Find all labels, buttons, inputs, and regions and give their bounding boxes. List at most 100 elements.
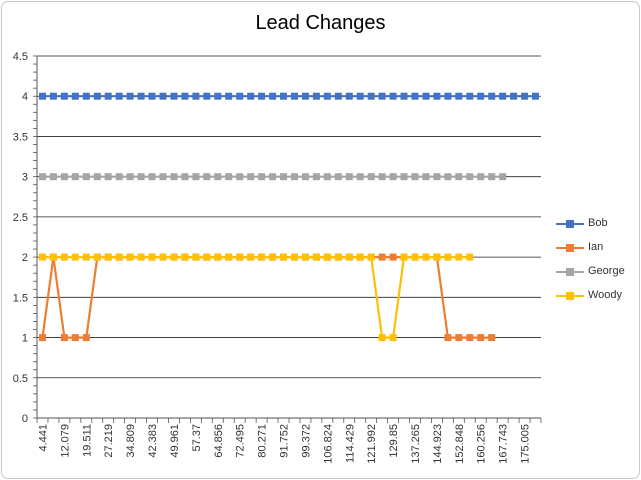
george-marker xyxy=(181,173,189,181)
x-tick-label: 121.992 xyxy=(366,424,378,464)
bob-marker xyxy=(521,92,529,100)
woody-marker xyxy=(93,253,101,261)
woody-marker xyxy=(291,253,298,261)
x-tick-label: 175.005 xyxy=(520,424,532,464)
woody-marker xyxy=(104,253,112,261)
george-marker xyxy=(280,173,287,181)
george-marker xyxy=(148,173,156,181)
bob-marker xyxy=(71,92,79,100)
x-tick-label: 167.743 xyxy=(498,424,510,464)
ian-marker xyxy=(455,334,463,342)
george-marker xyxy=(422,173,430,181)
bob-marker xyxy=(466,92,474,100)
legend-label: Woody xyxy=(588,289,623,301)
series-george xyxy=(39,173,507,181)
george-marker xyxy=(444,173,452,181)
legend-item-bob: Bob xyxy=(556,214,636,238)
woody-marker xyxy=(181,253,189,261)
george-marker xyxy=(82,173,90,181)
bob-marker xyxy=(39,92,46,100)
bob-marker xyxy=(291,92,298,100)
george-marker xyxy=(137,173,145,181)
woody-marker xyxy=(148,253,156,261)
woody-marker xyxy=(269,253,277,261)
x-tick-label: 144.923 xyxy=(432,424,444,464)
y-tick-label: 2 xyxy=(22,252,28,264)
bob-marker xyxy=(433,92,441,100)
george-marker xyxy=(301,173,309,181)
george-marker xyxy=(93,173,101,181)
george-marker xyxy=(488,173,496,181)
bob-marker xyxy=(49,92,57,100)
george-marker xyxy=(39,173,46,181)
ian-marker xyxy=(60,334,68,342)
woody-marker xyxy=(49,253,57,261)
bob-marker xyxy=(269,92,277,100)
bob-marker xyxy=(455,92,463,100)
woody-marker xyxy=(137,253,145,261)
x-tick-label: 106.824 xyxy=(322,424,334,464)
bob-marker xyxy=(378,92,386,100)
legend-marker-bob xyxy=(566,220,574,228)
bob-marker xyxy=(82,92,90,100)
woody-marker xyxy=(400,253,408,261)
series-woody xyxy=(39,253,474,342)
ian-marker xyxy=(82,334,90,342)
legend-marker-george xyxy=(566,268,574,276)
woody-marker xyxy=(126,253,134,261)
woody-marker xyxy=(280,253,287,261)
woody-marker xyxy=(82,253,90,261)
bob-marker xyxy=(203,92,211,100)
woody-marker xyxy=(389,334,397,342)
axes: 0 0.5 1 1.5 2 2.5 3 3.5 4 4.5 4.441 12.079 19.511 27.… xyxy=(13,51,542,464)
george-marker xyxy=(378,173,386,181)
gridlines xyxy=(37,55,541,379)
x-tick-label: 72.495 xyxy=(235,424,247,458)
ian-marker xyxy=(488,334,496,342)
woody-marker xyxy=(433,253,441,261)
woody-marker xyxy=(356,253,364,261)
bob-marker xyxy=(323,92,331,100)
x-tick-label: 27.219 xyxy=(103,424,115,458)
ian-marker xyxy=(477,334,485,342)
bob-marker xyxy=(137,92,145,100)
x-tick-label: 114.429 xyxy=(344,424,356,463)
x-tick-label: 91.752 xyxy=(279,424,291,458)
legend-label: Bob xyxy=(588,217,608,229)
bob-marker xyxy=(389,92,397,100)
woody-marker xyxy=(466,253,474,261)
george-marker xyxy=(269,173,277,181)
bob-marker xyxy=(488,92,496,100)
bob-marker xyxy=(532,92,539,100)
x-tick-label: 64.856 xyxy=(213,424,225,458)
bob-marker xyxy=(170,92,178,100)
george-marker xyxy=(400,173,408,181)
x-tick-label: 80.271 xyxy=(257,424,269,458)
george-marker xyxy=(203,173,211,181)
woody-marker xyxy=(225,253,233,261)
bob-marker xyxy=(236,92,244,100)
woody-marker xyxy=(236,253,244,261)
woody-marker xyxy=(214,253,222,261)
george-marker xyxy=(192,173,200,181)
bob-marker xyxy=(510,92,518,100)
bob-marker xyxy=(356,92,364,100)
woody-marker xyxy=(334,253,342,261)
woody-marker xyxy=(444,253,452,261)
legend-item-woody: Woody xyxy=(556,286,636,310)
george-marker xyxy=(334,173,342,181)
y-tick-label: 4 xyxy=(22,91,28,103)
legend-marker-woody xyxy=(566,292,574,300)
woody-marker xyxy=(115,253,123,261)
bob-marker xyxy=(60,92,68,100)
woody-marker xyxy=(39,253,46,261)
bob-marker xyxy=(345,92,353,100)
y-tick-label: 3 xyxy=(22,172,28,184)
y-tick-label: 0 xyxy=(22,413,28,425)
ian-marker xyxy=(71,334,79,342)
bob-marker xyxy=(159,92,167,100)
woody-marker xyxy=(301,253,309,261)
woody-line xyxy=(42,256,470,339)
ian-marker xyxy=(466,334,474,342)
